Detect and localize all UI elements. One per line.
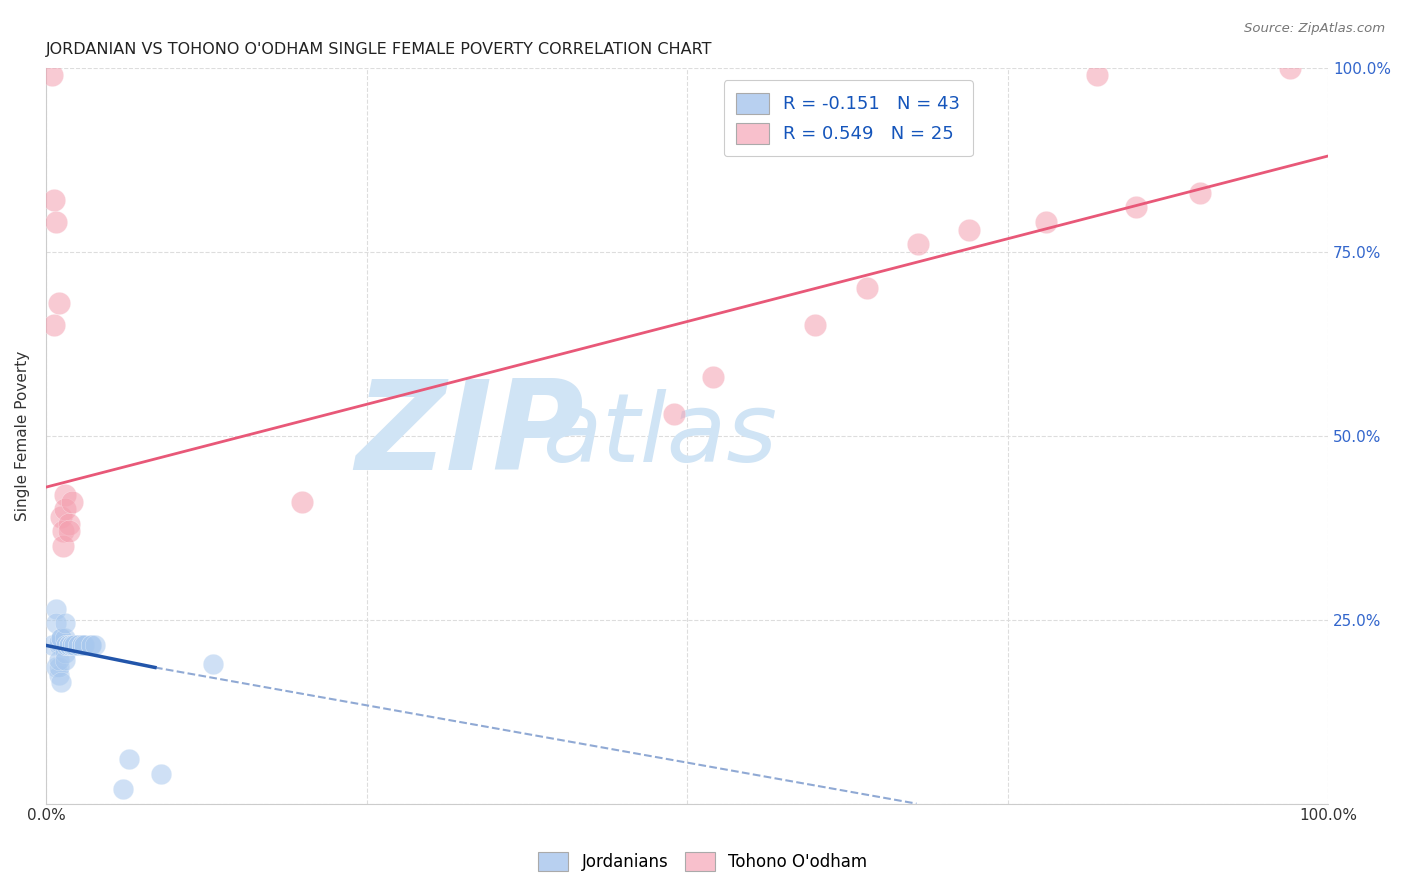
Point [1085, 68, 1108, 82]
Point [41, 68, 63, 82]
Point [48, 660, 70, 674]
Point [51, 509, 73, 524]
Point [53, 653, 76, 667]
Point [83, 639, 105, 653]
Text: Source: ZipAtlas.com: Source: ZipAtlas.com [1244, 22, 1385, 36]
Point [60, 639, 83, 653]
Point [51, 631, 73, 645]
Point [73, 639, 96, 653]
Point [45, 215, 67, 229]
Point [48, 634, 70, 648]
Point [60, 495, 83, 509]
Point [70, 639, 93, 653]
Point [41, 639, 63, 653]
Point [907, 237, 929, 252]
Point [58, 639, 80, 653]
Point [150, 767, 173, 781]
Point [52, 539, 75, 553]
Point [58, 524, 80, 539]
Point [58, 639, 80, 653]
Point [51, 631, 73, 645]
Point [73, 639, 96, 653]
Point [1188, 186, 1211, 200]
Legend: Jordanians, Tohono O'odham: Jordanians, Tohono O'odham [530, 843, 876, 880]
Point [804, 318, 827, 333]
Point [70, 639, 93, 653]
Text: atlas: atlas [541, 389, 776, 483]
Point [58, 516, 80, 531]
Point [42, 193, 65, 207]
Point [53, 502, 76, 516]
Point [1125, 201, 1147, 215]
Point [58, 639, 80, 653]
Point [48, 668, 70, 682]
Point [66, 639, 89, 653]
Point [45, 601, 67, 615]
Point [70, 639, 93, 653]
Point [55, 639, 77, 653]
Point [63, 639, 86, 653]
Y-axis label: Single Female Poverty: Single Female Poverty [15, 351, 30, 521]
Point [80, 639, 103, 653]
Legend: R = -0.151   N = 43, R = 0.549   N = 25: R = -0.151 N = 43, R = 0.549 N = 25 [724, 80, 973, 156]
Point [53, 487, 76, 501]
Point [53, 646, 76, 660]
Point [42, 318, 65, 333]
Point [48, 639, 70, 653]
Point [60, 639, 83, 653]
Point [201, 657, 224, 671]
Point [957, 222, 980, 236]
Point [80, 639, 103, 653]
Point [52, 524, 75, 539]
Point [45, 660, 67, 674]
Point [60, 639, 83, 653]
Point [48, 653, 70, 667]
Point [702, 369, 724, 384]
Point [118, 752, 141, 766]
Point [291, 495, 314, 509]
Point [53, 631, 76, 645]
Point [1035, 215, 1057, 229]
Point [111, 781, 134, 796]
Text: JORDANIAN VS TOHONO O'ODHAM SINGLE FEMALE POVERTY CORRELATION CHART: JORDANIAN VS TOHONO O'ODHAM SINGLE FEMAL… [46, 42, 713, 57]
Point [60, 639, 83, 653]
Text: ZIP: ZIP [356, 376, 585, 496]
Point [855, 281, 877, 295]
Point [63, 639, 86, 653]
Point [58, 639, 80, 653]
Point [48, 296, 70, 310]
Point [45, 616, 67, 631]
Point [60, 639, 83, 653]
Point [55, 639, 77, 653]
Point [1278, 61, 1301, 75]
Point [51, 675, 73, 690]
Point [66, 639, 89, 653]
Point [664, 407, 686, 421]
Point [53, 616, 76, 631]
